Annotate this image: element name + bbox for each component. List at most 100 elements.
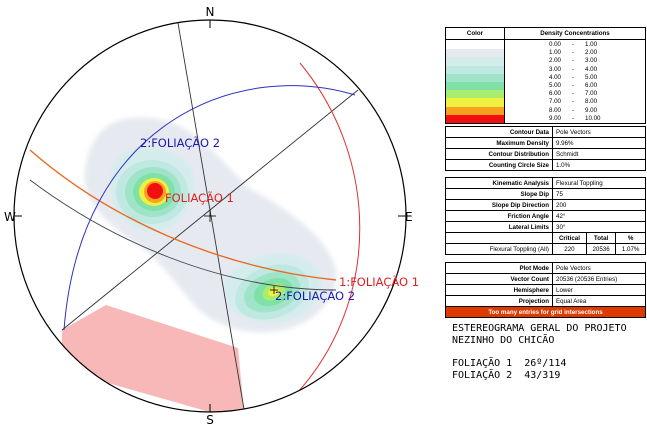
grid-warning: Too many entries for grid intersections <box>445 306 646 318</box>
plot-info-row: Plot Mode Pole Vectors <box>445 262 646 274</box>
range-dash: - <box>571 65 575 73</box>
project-title-line1: ESTEREOGRAMA GERAL DO PROJETO <box>452 323 627 334</box>
contour-info-value: 1.0% <box>552 159 646 171</box>
kinematic-info-key: Slope Dip Direction <box>445 199 553 211</box>
density-swatch <box>446 81 504 91</box>
density-swatch <box>446 49 504 58</box>
kinematic-table: Kinematic Analysis Flexural Toppling Slope… <box>445 177 646 255</box>
range-dash: - <box>571 98 575 106</box>
stereonet: N S W E 2:FOLIAÇÃO 2 FOLIAÇÃO 1 1:FOLIAÇ… <box>4 5 419 426</box>
kinematic-info-value: 30° <box>552 221 646 233</box>
color-header: Color <box>445 27 505 40</box>
range-low: 8.00 <box>548 106 561 114</box>
contour-info-row: Counting Circle Size 1.0% <box>445 159 646 171</box>
density-header: Density Concentrations <box>504 27 646 40</box>
range-dash: - <box>571 90 575 98</box>
west-label: W <box>4 210 16 224</box>
set2-plane-label: 2:FOLIAÇÃO 2 <box>140 135 220 150</box>
density-range-row: 6.00 - 7.00 <box>505 90 645 98</box>
density-swatch <box>446 73 504 82</box>
range-dash: - <box>571 41 575 48</box>
range-dash: - <box>571 114 575 122</box>
range-high: 1.00 <box>585 41 598 48</box>
density-swatch <box>446 90 504 99</box>
kinematic-info-row: Kinematic Analysis Flexural Toppling <box>445 177 646 189</box>
density-swatch <box>446 65 504 74</box>
slope-face-line <box>29 149 337 281</box>
range-high: 5.00 <box>585 73 598 81</box>
contour-info-row: Maximum Density 9.96% <box>445 137 646 149</box>
density-swatch <box>446 98 504 107</box>
range-dash: - <box>571 81 575 89</box>
kinematic-info-row: Friction Angle 42° <box>445 210 646 222</box>
plot-info-key: Hemisphere <box>445 284 553 296</box>
density-range-row: 7.00 - 8.00 <box>505 98 645 106</box>
density-range-row: 8.00 - 9.00 <box>505 107 645 115</box>
range-high: 10.00 <box>585 114 601 122</box>
plot-info-value: Equal Area <box>552 295 646 307</box>
range-dash: - <box>571 49 575 57</box>
contour-info-row: Contour Distribution Schmidt <box>445 148 646 160</box>
kinematic-info-key: Kinematic Analysis <box>445 177 553 189</box>
density-range-row: 0.00 - 1.00 <box>505 41 645 49</box>
range-low: 4.00 <box>548 73 561 81</box>
slope-great-circle-grey <box>29 179 337 291</box>
contour-info-row: Contour Data Pole Vectors <box>445 126 646 138</box>
percent-value: 1.07% <box>615 243 646 255</box>
range-low: 7.00 <box>548 98 561 106</box>
kinematic-info-row: Lateral Limits 30° <box>445 221 646 233</box>
foliation1-note: FOLIAÇÃO 1 26º/114 <box>452 358 567 369</box>
density-legend: Color Density Concentrations 0.00-1.00 1.… <box>445 27 646 124</box>
range-low: 3.00 <box>548 65 561 73</box>
range-dash: - <box>571 106 575 114</box>
kinematic-info-value: 200 <box>552 199 646 211</box>
plot-info-row: Vector Count 20536 (20536 Entries) <box>445 273 646 285</box>
contour-info-key: Contour Distribution <box>445 148 553 160</box>
kinematic-info-key: Slope Dip <box>445 188 553 200</box>
density-range-row: 5.00 - 6.00 <box>505 82 645 90</box>
plot-info-key: Plot Mode <box>445 262 553 274</box>
density-range-row: 9.00 - 10.00 <box>505 115 645 123</box>
plot-info-row: Projection Equal Area <box>445 295 646 307</box>
south-label: S <box>206 413 214 426</box>
range-high: 7.00 <box>585 90 598 98</box>
kinematic-info-row: Slope Dip Direction 200 <box>445 199 646 211</box>
density-range-row: 3.00 - 4.00 <box>505 66 645 74</box>
east-label: E <box>405 210 413 224</box>
total-header: Total <box>585 232 617 244</box>
range-low: 1.00 <box>548 49 561 57</box>
contour-info-key: Counting Circle Size <box>445 159 553 171</box>
density-swatch <box>446 106 504 115</box>
range-low: 6.00 <box>548 90 561 98</box>
set2-pole-marker <box>270 286 278 294</box>
plot-info-value: 20536 (20536 Entries) <box>552 273 646 285</box>
density-range-row: 1.00 - 2.00 <box>505 49 645 57</box>
contour-info-key: Maximum Density <box>445 137 553 149</box>
total-value: 20536 <box>585 243 617 255</box>
set1-plane-label: 1:FOLIAÇÃO 1 <box>339 274 419 289</box>
set2-plane <box>63 85 356 331</box>
range-high: 8.00 <box>585 98 598 106</box>
plot-info-key: Vector Count <box>445 273 553 285</box>
density-ranges: 0.00-1.00 1.00-2.00 2.00-3.00 3.00-4.00 4.00… <box>504 39 646 124</box>
range-low: 5.00 <box>548 81 561 89</box>
plot-info-value: Lower <box>552 284 646 296</box>
contour-info-value: Schmidt <box>552 148 646 160</box>
range-low: 9.00 <box>548 114 561 122</box>
density-swatch <box>446 114 504 123</box>
project-title-line2: NEZINHO DO CHICÃO <box>452 335 555 346</box>
density-swatch <box>446 41 504 50</box>
kin-summary-blank <box>445 232 553 244</box>
contour-info-key: Contour Data <box>445 126 553 138</box>
plot-info-value: Pole Vectors <box>552 262 646 274</box>
kinematic-info-value: Flexural Toppling <box>552 177 646 189</box>
density-range-row: 4.00 - 5.00 <box>505 74 645 82</box>
plot-info-key: Projection <box>445 295 553 307</box>
plot-info-row: Hemisphere Lower <box>445 284 646 296</box>
critical-value: 220 <box>552 243 587 255</box>
range-high: 6.00 <box>585 81 598 89</box>
density-swatch <box>446 57 504 66</box>
critical-header: Critical <box>552 232 587 244</box>
set1-cluster <box>116 160 188 224</box>
kin-summary-label: Flexural Toppling (All) <box>445 243 553 255</box>
